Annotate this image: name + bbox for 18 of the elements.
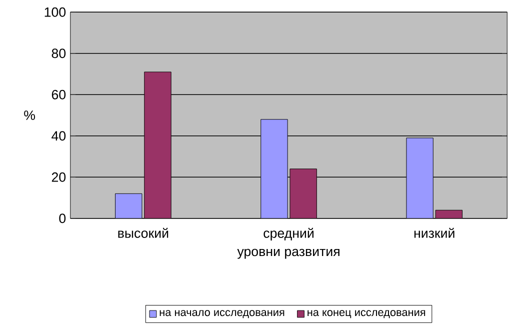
y-tick-label: 80 [52,48,66,58]
x-tick-label: высокий [118,228,168,238]
y-tick-label: 0 [59,214,66,224]
bar [406,138,434,218]
y-tick-label: 100 [44,7,66,17]
legend-label: на начало исследования [160,310,284,318]
bar [260,119,288,218]
bar [115,193,142,218]
y-tick-label: 60 [52,90,66,100]
y-tick-label: 20 [52,172,66,182]
x-tick-label: низкий [414,228,454,238]
bar [290,168,317,218]
y-tick-label: 40 [52,131,66,141]
x-axis-title: уровни развития [237,248,340,259]
bar [144,72,172,218]
legend-label: на конец исследования [308,310,426,318]
y-axis-title: % [24,110,36,120]
x-tick-label: средний [264,228,314,240]
